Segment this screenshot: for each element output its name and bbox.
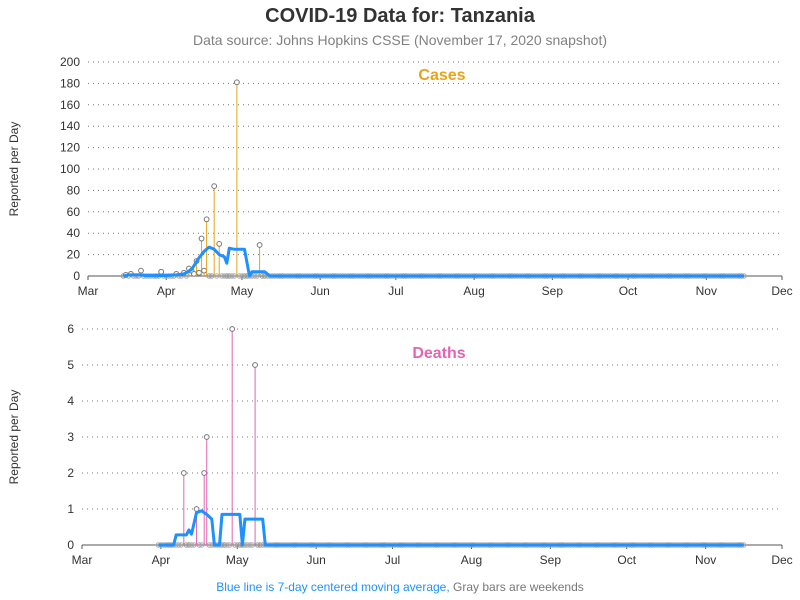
cases-daily-point (256, 242, 263, 248)
cases-daily-point (138, 267, 144, 274)
chart-title: COVID-19 Data for: Tanzania (265, 5, 535, 27)
cases-x-tick-label: Jul (388, 284, 403, 298)
cases-y-tick-label: 40 (67, 226, 81, 240)
cases-zero-marker (239, 273, 245, 279)
cases-y-tick-label: 60 (67, 205, 81, 219)
deaths-x-tick-label: Mar (72, 553, 93, 567)
deaths-y-tick-label: 4 (67, 394, 74, 408)
cases-x-tick-label: Sep (542, 284, 564, 298)
deaths-zero-marker (186, 542, 192, 548)
deaths-daily-point (252, 362, 258, 368)
deaths-panel-title: Deaths (412, 345, 465, 362)
cases-x-tick-label: Nov (696, 284, 717, 298)
cases-daily-point (216, 241, 223, 247)
deaths-x-tick-label: Nov (695, 553, 716, 567)
footnote-weekends: Gray bars are weekends (453, 580, 584, 594)
cases-y-tick-label: 160 (60, 98, 80, 112)
deaths-x-tick-label: Jun (307, 553, 326, 567)
cases-zero-marker (251, 273, 258, 279)
cases-zero-marker (226, 273, 233, 279)
deaths-zero-marker (176, 542, 182, 548)
cases-panel-title: Cases (418, 67, 465, 84)
cases-x-tick-label: Mar (78, 284, 99, 298)
cases-zero-marker (261, 273, 268, 279)
cases-y-tick-label: 140 (60, 119, 80, 133)
deaths-y-tick-label: 2 (67, 466, 74, 480)
cases-x-tick-label: Aug (463, 284, 484, 298)
cases-daily-point (198, 235, 205, 242)
deaths-zero-marker (224, 542, 230, 548)
deaths-moving-average-line (158, 509, 744, 547)
deaths-y-axis-label: Reported per Day (7, 390, 21, 485)
chart-subtitle: Data source: Johns Hopkins CSSE (Novembe… (193, 32, 607, 48)
cases-daily-point (201, 267, 207, 274)
cases-zero-marker (221, 273, 227, 279)
cases-y-axis-label: Reported per Day (7, 122, 21, 217)
footnote: Blue line is 7-day centered moving avera… (0, 580, 800, 594)
cases-zero-marker (241, 273, 248, 279)
deaths-zero-marker (188, 542, 195, 548)
deaths-x-tick-label: Aug (461, 553, 482, 567)
cases-y-tick-label: 200 (60, 55, 80, 69)
deaths-x-tick-label: May (226, 553, 249, 567)
cases-panel: 0 20 40 60 80 100 120 140 160 180 200 Mar Apr May Jun J… (7, 55, 793, 298)
deaths-y-tick-label: 0 (67, 538, 74, 552)
cases-y-tick-label: 180 (60, 76, 80, 90)
deaths-daily-point (201, 470, 208, 476)
deaths-x-tick-label: Oct (617, 553, 636, 567)
deaths-y-tick-label: 6 (67, 322, 74, 336)
deaths-y-tick-label: 5 (67, 358, 74, 372)
deaths-x-tick-label: Sep (540, 553, 562, 567)
deaths-x-tick-label: Jul (385, 553, 400, 567)
cases-daily-point (233, 79, 240, 86)
deaths-y-tick-label: 1 (67, 502, 74, 516)
cases-daily-point (158, 268, 165, 275)
cases-y-tick-label: 120 (60, 141, 80, 155)
cases-daily-point (211, 183, 218, 190)
deaths-daily-point (180, 470, 187, 476)
cases-daily-point (203, 216, 210, 223)
footnote-moving-average: Blue line is 7-day centered moving avera… (216, 580, 450, 594)
cases-y-tick-label: 80 (67, 183, 81, 197)
cases-zero-marker (224, 273, 230, 279)
cases-x-tick-label: Apr (157, 284, 176, 298)
deaths-zero-marker (257, 542, 263, 548)
deaths-zero-marker (244, 542, 251, 548)
cases-y-tick-label: 100 (60, 162, 80, 176)
deaths-zero-marker (247, 542, 253, 548)
cases-x-tick-label: Jun (310, 284, 329, 298)
cases-moving-average-line (122, 245, 745, 278)
cases-daily-point (191, 270, 197, 277)
deaths-y-tick-label: 3 (67, 430, 74, 444)
cases-x-tick-label: May (231, 284, 254, 298)
cases-zero-marker (229, 273, 235, 279)
cases-x-tick-label: Dec (771, 284, 792, 298)
deaths-x-tick-label: Apr (152, 553, 171, 567)
cases-x-tick-label: Oct (619, 284, 638, 298)
cases-y-tick-label: 0 (73, 269, 80, 283)
deaths-daily-point (203, 434, 210, 440)
deaths-daily-point (229, 326, 236, 332)
cases-y-tick-label: 20 (67, 248, 81, 262)
deaths-zero-marker (221, 542, 228, 548)
deaths-x-tick-label: Dec (771, 553, 792, 567)
deaths-zero-marker (234, 542, 240, 548)
deaths-panel: 0 1 2 3 4 5 6 Mar Apr May Jun Jul Aug Sep Oct Nov Dec Rep… (7, 322, 793, 567)
cases-daily-point (196, 269, 202, 276)
